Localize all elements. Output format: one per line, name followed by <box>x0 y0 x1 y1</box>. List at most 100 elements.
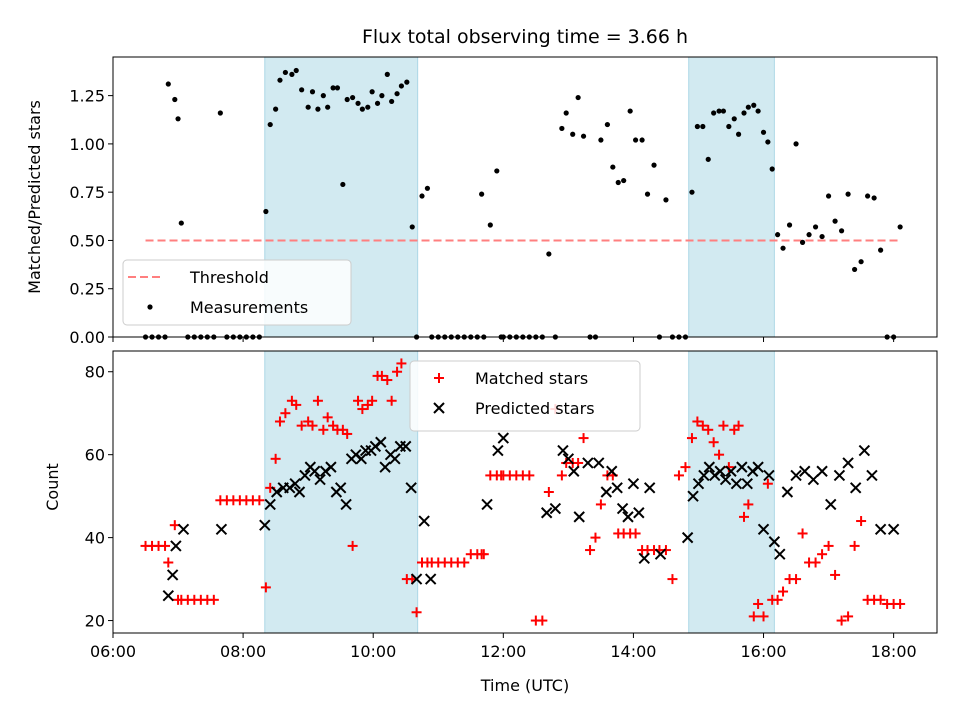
data-point <box>698 469 710 482</box>
data-point <box>593 457 605 469</box>
y-tick-label: 0.00 <box>69 328 105 347</box>
data-point <box>703 424 714 435</box>
y-tick-label: 1.00 <box>69 135 105 154</box>
data-point <box>215 523 228 536</box>
y-tick-label: 0.75 <box>69 183 105 202</box>
data-point <box>765 139 771 145</box>
data-point <box>760 129 767 135</box>
data-point-b <box>166 569 179 581</box>
y-tick-label: 40 <box>85 529 105 548</box>
data-point <box>887 523 900 536</box>
data-point <box>289 477 301 490</box>
data-point <box>384 71 390 77</box>
data-point <box>487 222 493 228</box>
data-point-b <box>763 469 775 482</box>
data-point <box>719 473 732 486</box>
data-point <box>720 108 727 114</box>
data-point <box>582 457 594 469</box>
data-point <box>774 548 786 560</box>
data-point <box>263 208 269 215</box>
data-point <box>350 94 356 101</box>
data-point-b <box>492 444 504 457</box>
y-tick-label: 80 <box>85 363 105 382</box>
data-point-b <box>866 469 878 482</box>
x-tick-label: 18:00 <box>871 642 917 661</box>
data-point-b <box>858 444 871 457</box>
data-point <box>604 121 611 128</box>
data-point <box>389 453 401 465</box>
data-point-b <box>355 453 367 465</box>
data-point <box>459 557 470 568</box>
data-point <box>849 540 860 551</box>
x-tick-label: 06:00 <box>90 642 136 661</box>
data-point <box>643 482 656 494</box>
data-point <box>858 259 864 265</box>
data-point <box>282 69 288 76</box>
data-point-b <box>698 469 710 482</box>
data-point <box>621 177 627 184</box>
top-y-axis-label: Matched/Predicted stars <box>25 100 44 294</box>
legend: Threshold Measurements <box>122 259 352 326</box>
data-point <box>716 108 722 114</box>
data-point <box>632 137 639 143</box>
data-point-b <box>418 515 430 527</box>
data-point <box>633 507 645 519</box>
data-point <box>537 615 548 626</box>
data-point <box>369 89 375 95</box>
data-point <box>644 191 651 197</box>
data-point <box>315 106 321 112</box>
data-point-b <box>799 465 811 477</box>
data-point <box>781 486 794 498</box>
data-point <box>540 507 553 519</box>
x-tick-label: 16:00 <box>740 642 786 661</box>
data-point <box>651 162 657 168</box>
data-point-b <box>293 486 306 498</box>
data-point <box>392 366 403 377</box>
data-point <box>578 433 589 444</box>
data-point <box>812 224 819 230</box>
data-point-b <box>842 457 854 469</box>
data-point <box>543 487 554 497</box>
data-point-b <box>549 502 562 515</box>
legend-swatch <box>434 373 444 383</box>
data-point <box>264 498 276 511</box>
chart-title: Flux total observing time = 3.66 h <box>362 26 688 48</box>
data-point <box>692 416 703 427</box>
data-point <box>379 93 385 99</box>
data-point <box>703 461 716 473</box>
data-point-b <box>308 465 321 477</box>
data-point <box>638 552 650 565</box>
data-point <box>405 482 417 494</box>
data-point-b <box>638 552 650 565</box>
data-point <box>424 185 431 191</box>
data-point <box>585 545 596 556</box>
data-point <box>270 453 281 464</box>
data-point <box>832 218 838 224</box>
data-point <box>739 511 750 522</box>
data-point <box>842 457 854 469</box>
data-point <box>598 137 604 143</box>
data-point <box>775 232 781 238</box>
data-point <box>793 141 799 147</box>
data-point-b <box>825 498 837 511</box>
data-point-b <box>781 486 794 498</box>
data-point <box>610 164 616 170</box>
data-point-b <box>314 473 326 486</box>
data-point <box>271 486 283 498</box>
data-point <box>312 395 323 406</box>
data-point <box>398 83 404 89</box>
x-tick-label: 08:00 <box>220 642 266 661</box>
data-point <box>743 499 754 510</box>
data-point <box>745 104 751 110</box>
data-point <box>849 482 862 494</box>
data-point-b <box>714 465 726 477</box>
data-point <box>751 102 757 108</box>
data-point <box>409 224 415 230</box>
data-point-b <box>582 457 594 469</box>
data-point-b <box>170 540 182 552</box>
data-point-b <box>334 482 347 494</box>
data-point <box>160 540 171 551</box>
data-point <box>786 222 793 228</box>
data-point <box>320 93 326 99</box>
